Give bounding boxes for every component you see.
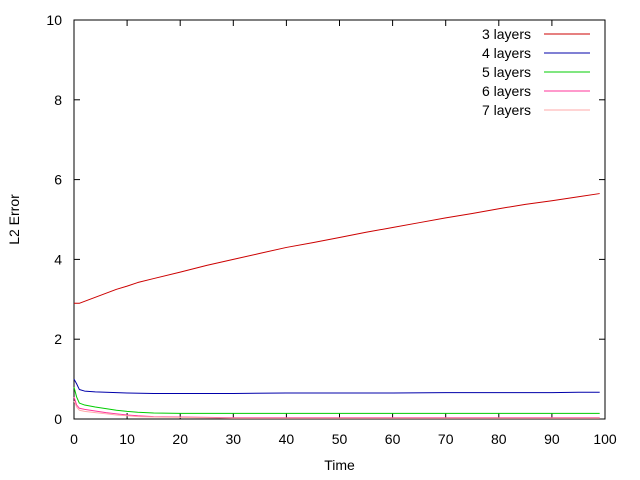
x-tick-label: 90 [544,431,560,447]
x-tick-label: 10 [119,431,135,447]
y-tick-label: 10 [46,12,62,28]
series-line-6-layers [73,396,600,419]
ticks-layer: 0 10 20 30 40 50 60 70 80 90 100 0 2 4 6 8 10 [46,12,616,447]
legend-label: 3 layers [482,26,531,42]
x-tick-label: 20 [172,431,188,447]
y-tick-label: 2 [54,331,62,347]
x-tick-label: 80 [491,431,507,447]
x-tick-label: 70 [438,431,454,447]
legend: 3 layers 4 layers 5 layers 6 layers 7 layers [482,26,590,118]
series-line-3-layers [74,193,600,304]
legend-label: 7 layers [482,102,531,118]
x-tick-label: 0 [70,431,78,447]
y-tick-label: 6 [54,172,62,188]
x-tick-label: 100 [593,431,617,447]
x-tick-label: 30 [226,431,242,447]
series-line-5-layers [73,386,600,414]
y-axis-label: L2 Error [6,194,22,245]
y-tick-label: 8 [54,92,62,108]
series-line-7-layers [73,400,600,419]
y-tick-label: 0 [54,411,62,427]
series-layer [73,193,600,419]
x-axis-label: Time [324,457,355,473]
series-line-4-layers [73,378,600,394]
y-tick-label: 4 [54,251,62,267]
x-tick-label: 50 [332,431,348,447]
legend-label: 5 layers [482,64,531,80]
legend-label: 6 layers [482,83,531,99]
x-tick-label: 60 [385,431,401,447]
legend-label: 4 layers [482,45,531,61]
x-tick-label: 40 [279,431,295,447]
